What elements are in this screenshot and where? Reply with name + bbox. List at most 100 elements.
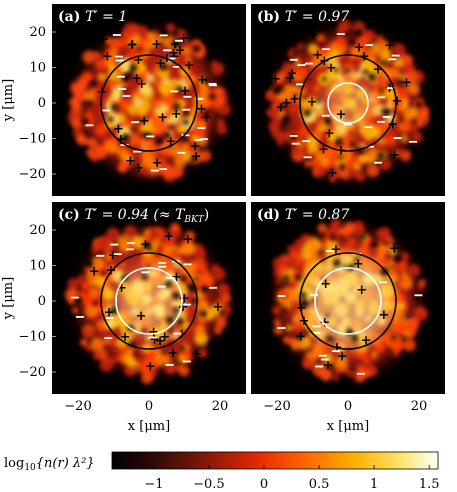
vortex-plus: + — [126, 38, 137, 53]
vortex-plus: + — [170, 37, 181, 52]
vortex-plus: + — [171, 107, 182, 122]
y-tick-label: 20 — [29, 25, 46, 40]
vortex-plus: + — [295, 330, 306, 345]
vortex-plus: + — [184, 58, 195, 73]
x-axis-label: x [μm] — [128, 419, 170, 434]
outer-circle — [299, 54, 397, 152]
inner-circle — [115, 267, 183, 335]
vortex-plus: + — [104, 305, 115, 320]
vortex-plus: + — [152, 156, 163, 171]
y-tick-label: 0 — [38, 294, 46, 309]
y-tick-label: −20 — [19, 167, 46, 182]
vortex-plus: + — [389, 242, 400, 257]
vortex-plus: + — [109, 26, 120, 41]
vortex-plus: + — [307, 95, 318, 110]
vortex-plus: + — [168, 46, 179, 61]
vortex-plus: + — [116, 281, 127, 296]
vortex-plus: + — [176, 327, 187, 342]
outer-circle — [100, 54, 198, 152]
vortex-plus: + — [155, 334, 166, 349]
y-tick-label: −10 — [19, 330, 46, 345]
outer-circle — [100, 252, 198, 350]
vortex-plus: + — [125, 154, 136, 169]
panel-label: (d) T′ = 0.87 — [257, 207, 349, 223]
vortex-plus: + — [285, 72, 296, 87]
panel-label: (c) T′ = 0.94 (≈ TBKT) — [58, 207, 209, 225]
vortex-plus: + — [336, 108, 347, 123]
vortex-plus: + — [169, 50, 180, 65]
vortex-plus: + — [177, 300, 188, 315]
vortex-plus: + — [389, 148, 400, 163]
colorbar-label: log10{n(r) λ²} — [4, 456, 95, 473]
vortex-plus: + — [102, 50, 113, 65]
vortex-plus: + — [136, 309, 147, 324]
vortex-plus: + — [191, 149, 202, 164]
colorbar-gradient — [111, 451, 439, 470]
vortex-plus: + — [182, 233, 193, 248]
vortex-plus: + — [133, 53, 144, 68]
y-axis-label: y [μm] — [1, 79, 16, 122]
y-tick-label: 20 — [29, 223, 46, 238]
inner-circle — [314, 267, 382, 335]
vortex-plus: + — [281, 96, 292, 111]
y-tick-label: 10 — [29, 259, 46, 274]
vortex-plus: + — [174, 44, 185, 59]
vortex-plus: + — [337, 349, 348, 364]
vortex-plus: + — [151, 38, 162, 53]
vortex-plus: + — [108, 249, 119, 264]
vortex-plus: + — [145, 359, 156, 374]
vortex-plus: + — [136, 77, 147, 92]
vortex-plus: + — [296, 301, 307, 316]
vortex-plus: + — [164, 229, 175, 244]
vortex-plus: + — [113, 122, 124, 137]
panel-label: (b) T′ = 0.97 — [257, 9, 349, 25]
density-panel-b: ++++++++++++++++++++++++++(b) T′ = 0.97 — [251, 4, 445, 196]
vortex-plus: + — [159, 330, 170, 345]
vortex-plus: + — [120, 330, 131, 345]
vortex-plus: + — [361, 334, 372, 349]
colorbar-tick-label: 0 — [260, 477, 268, 492]
y-tick-label: −20 — [19, 365, 46, 380]
vortex-plus: + — [324, 126, 335, 141]
colorbar-tick-label: 1.5 — [419, 477, 440, 492]
x-tick-label: 0 — [145, 399, 153, 414]
colorbar: log10{n(r) λ²} −1 −0.5 0 0.5 1 1.5 — [4, 451, 440, 492]
vortex-plus: + — [148, 325, 159, 340]
vortex-plus: + — [327, 166, 338, 181]
vortex-plus: + — [387, 117, 398, 132]
colorbar-tick-label: 1 — [370, 477, 378, 492]
vortex-plus: + — [127, 38, 138, 53]
y-axis-label: y [μm] — [1, 277, 16, 320]
condensate-core — [322, 77, 374, 129]
vortex-plus: + — [98, 32, 109, 47]
y-tick-label: 0 — [38, 96, 46, 111]
vortex-plus: + — [165, 134, 176, 149]
vortex-plus: + — [139, 114, 150, 129]
vortex-plus: + — [115, 133, 126, 148]
x-axis-label: x [μm] — [327, 419, 369, 434]
vortex-plus: + — [133, 161, 144, 176]
x-tick-label: 20 — [411, 399, 428, 414]
density-panel-c: +++++++ +++++++++++++++ (c) T′ = 0.94 (≈ T… — [52, 202, 246, 394]
vortex-plus: + — [392, 94, 403, 109]
vortex-plus: + — [201, 111, 212, 126]
outer-circle — [299, 252, 397, 350]
vortex-plus: + — [326, 61, 337, 76]
inner-circle — [327, 82, 369, 124]
vortex-plus: + — [378, 308, 389, 323]
condensate-core — [302, 255, 394, 347]
vortex-plus: + — [374, 23, 385, 38]
vortex-plus: + — [270, 72, 281, 87]
vortex-plus: + — [180, 84, 191, 99]
vortex-plus: + — [89, 264, 100, 279]
vortex-plus: + — [308, 28, 319, 43]
vortex-plus: + — [318, 143, 329, 158]
vortex-plus: + — [149, 333, 160, 348]
colorbar-tick-label: −0.5 — [193, 477, 225, 492]
vortex-plus: + — [319, 316, 330, 331]
x-tick-label: 0 — [344, 399, 352, 414]
vortex-plus: + — [179, 292, 190, 307]
vortex-plus: + — [197, 73, 208, 88]
vortex-plus: + — [275, 101, 286, 116]
